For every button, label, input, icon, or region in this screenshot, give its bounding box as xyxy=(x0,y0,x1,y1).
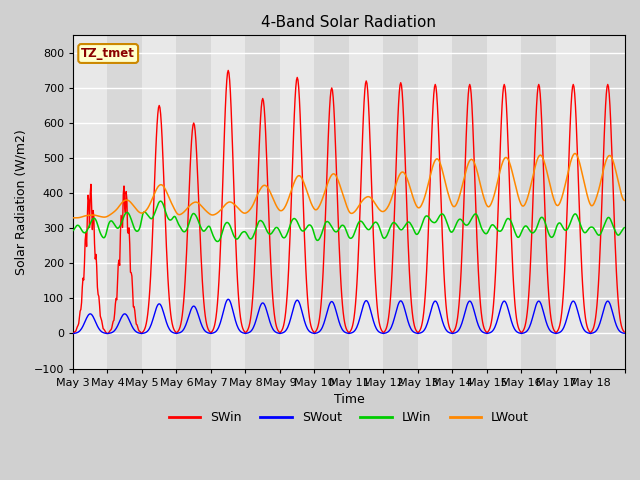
Bar xyxy=(383,36,418,369)
X-axis label: Time: Time xyxy=(333,393,364,406)
Bar xyxy=(108,36,142,369)
Bar xyxy=(556,36,591,369)
Text: TZ_tmet: TZ_tmet xyxy=(81,47,135,60)
Title: 4-Band Solar Radiation: 4-Band Solar Radiation xyxy=(262,15,436,30)
Bar xyxy=(211,36,246,369)
Bar xyxy=(591,36,625,369)
Bar xyxy=(280,36,314,369)
Bar xyxy=(487,36,522,369)
Bar xyxy=(452,36,487,369)
Bar xyxy=(349,36,383,369)
Bar xyxy=(142,36,177,369)
Bar xyxy=(314,36,349,369)
Bar xyxy=(73,36,108,369)
Bar xyxy=(522,36,556,369)
Bar xyxy=(246,36,280,369)
Y-axis label: Solar Radiation (W/m2): Solar Radiation (W/m2) xyxy=(15,129,28,275)
Bar xyxy=(177,36,211,369)
Bar xyxy=(418,36,452,369)
Legend: SWin, SWout, LWin, LWout: SWin, SWout, LWin, LWout xyxy=(164,406,534,429)
